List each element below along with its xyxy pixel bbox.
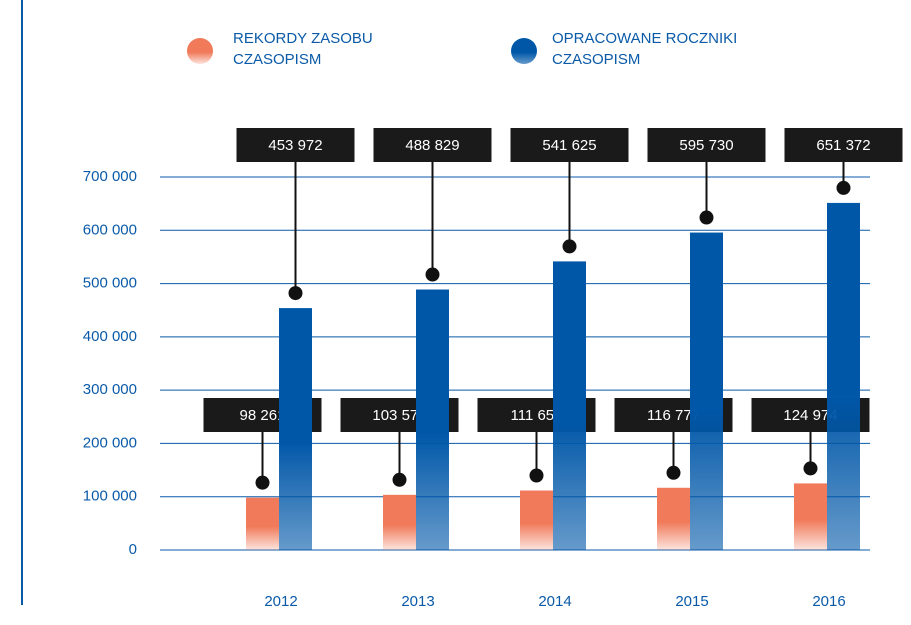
value-label-box (647, 128, 766, 162)
y-tick-label: 200 000 (83, 434, 137, 451)
bar (827, 202, 860, 550)
y-tick-label: 100 000 (83, 488, 137, 505)
bar (520, 490, 553, 550)
y-tick-label: 300 000 (83, 381, 137, 398)
x-tick-label: 2012 (264, 593, 297, 610)
value-label: 453 972 (268, 137, 322, 154)
value-label: 541 625 (542, 137, 596, 154)
y-tick-label: 600 000 (83, 221, 137, 238)
bar (246, 497, 279, 550)
x-tick-label: 2016 (812, 593, 845, 610)
y-tick-label: 400 000 (83, 328, 137, 345)
value-label: 124 974 (783, 407, 837, 424)
value-label: 595 730 (679, 137, 733, 154)
legend-label: OPRACOWANE ROCZNIKI CZASOPISM (552, 30, 738, 68)
value-label-box (510, 128, 629, 162)
y-tick-label: 500 000 (83, 275, 137, 292)
legend-label: REKORDY ZASOBU CZASOPISM (233, 30, 373, 68)
x-tick-label: 2015 (675, 593, 708, 610)
connector-dot (425, 267, 440, 282)
connector-dot (529, 468, 544, 483)
bar (279, 308, 312, 550)
y-tick-label: 700 000 (83, 168, 137, 185)
x-tick-label: 2013 (401, 593, 434, 610)
connector-dot (836, 180, 851, 195)
connector-dot (562, 239, 577, 254)
legend-swatch (187, 38, 213, 64)
bar (794, 483, 827, 550)
value-label: 651 372 (816, 137, 870, 154)
bar (690, 232, 723, 550)
bar (383, 494, 416, 550)
x-tick-label: 2014 (538, 593, 571, 610)
bar (416, 289, 449, 550)
value-label: 116 777 (647, 407, 700, 424)
value-label-box (373, 128, 492, 162)
bar (553, 261, 586, 550)
connector-dot (803, 461, 818, 476)
connector-dot (392, 472, 407, 487)
value-label: 98 261 (240, 407, 286, 424)
value-label: 103 570 (372, 407, 426, 424)
bar (657, 487, 690, 550)
connector-dot (255, 475, 270, 490)
connector-dot (666, 465, 681, 480)
value-label: 111 651 (511, 407, 563, 424)
connector-dot (288, 286, 303, 301)
value-label-box (784, 128, 903, 162)
value-label: 488 829 (405, 137, 459, 154)
y-tick-label: 0 (129, 541, 137, 558)
value-label-box (236, 128, 355, 162)
legend-swatch (511, 38, 537, 64)
connector-dot (699, 210, 714, 225)
